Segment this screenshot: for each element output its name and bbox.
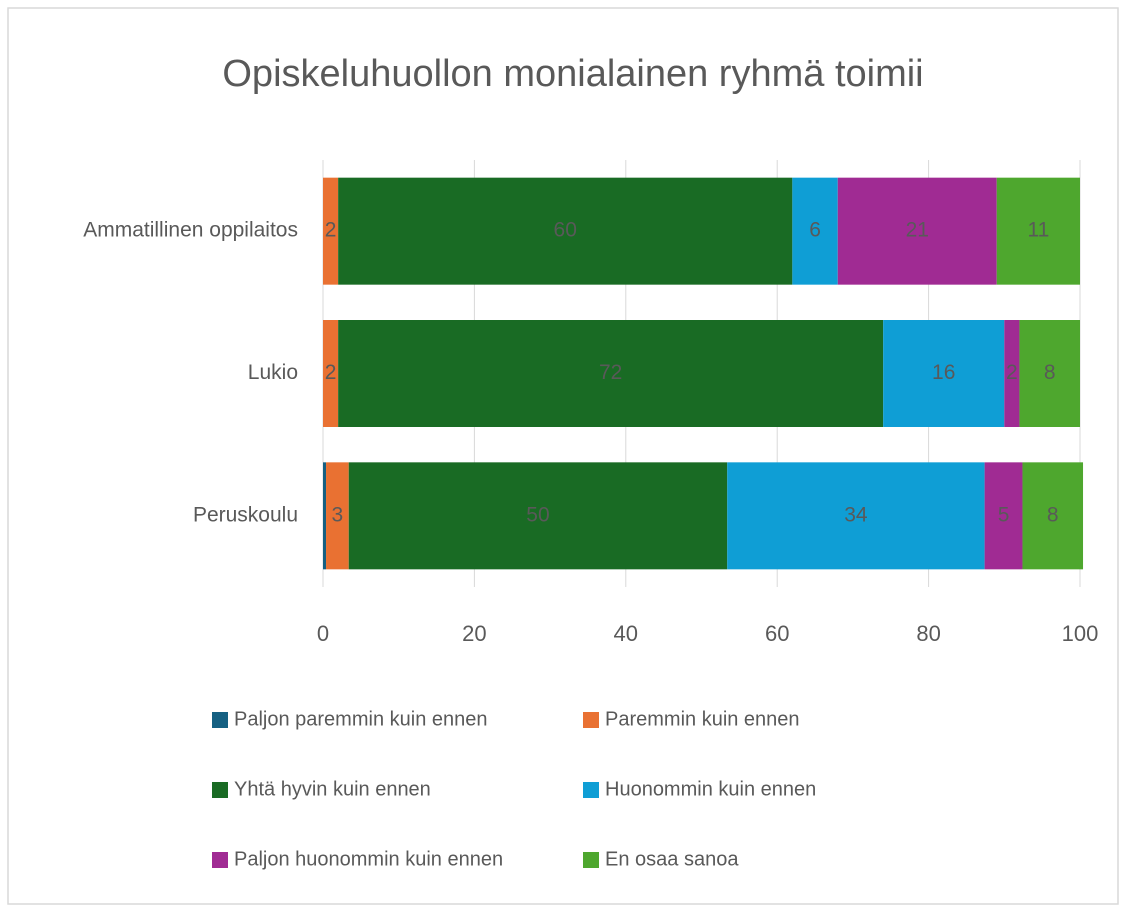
chart-frame	[7, 7, 1119, 905]
x-tick-label: 20	[462, 621, 486, 646]
bar-segment	[996, 177, 1080, 285]
bar-segment	[326, 462, 349, 570]
x-tick-label: 80	[916, 621, 940, 646]
legend-swatch	[212, 712, 228, 728]
bar-segment	[1004, 320, 1020, 427]
x-tick-label: 60	[765, 621, 789, 646]
legend-label: Huonommin kuin ennen	[605, 778, 816, 800]
legend-swatch	[583, 852, 599, 868]
bar-segment	[837, 177, 997, 285]
bar-segment	[727, 462, 985, 570]
data-label: 34	[844, 503, 868, 526]
y-tick-label: Peruskoulu	[193, 503, 298, 526]
x-tick-label: 0	[317, 621, 329, 646]
legend-label: Yhtä hyvin kuin ennen	[234, 778, 431, 800]
bar-segment	[883, 320, 1005, 427]
bar-segment	[984, 462, 1023, 570]
bar-segment	[792, 177, 838, 285]
legend-label: Paremmin kuin ennen	[605, 708, 800, 730]
legend-label: Paljon huonommin kuin ennen	[234, 848, 503, 870]
bar-segment	[338, 320, 884, 427]
data-label: 21	[906, 219, 929, 242]
data-label: 2	[325, 361, 337, 384]
data-label: 5	[998, 503, 1010, 526]
x-tick-label: 40	[614, 621, 638, 646]
data-label: 11	[1027, 219, 1049, 242]
legend-swatch	[583, 782, 599, 798]
bar-segment	[323, 177, 339, 285]
data-label: 8	[1044, 361, 1056, 384]
data-label: 6	[809, 219, 821, 242]
chart-title: Opiskeluhuollon monialainen ryhmä toimii	[222, 53, 923, 95]
data-label: 72	[599, 361, 622, 384]
bar-segment	[348, 462, 728, 570]
data-label: 8	[1047, 503, 1059, 526]
y-tick-label: Lukio	[248, 361, 298, 384]
bar-segment	[338, 177, 793, 285]
bar-segment	[1022, 462, 1084, 570]
data-label: 3	[332, 503, 344, 526]
data-label: 60	[554, 219, 577, 242]
legend-swatch	[212, 782, 228, 798]
x-tick-label: 100	[1062, 621, 1099, 646]
data-label: 2	[1006, 361, 1018, 384]
legend-label: En osaa sanoa	[605, 848, 739, 870]
legend-label: Paljon paremmin kuin ennen	[234, 708, 488, 730]
data-label: 2	[325, 219, 337, 242]
data-label: 16	[932, 361, 955, 384]
data-label: 50	[526, 503, 549, 526]
y-tick-label: Ammatillinen oppilaitos	[83, 219, 298, 242]
bar-segment	[1019, 320, 1080, 427]
legend-swatch	[212, 852, 228, 868]
bar-segment	[323, 320, 339, 427]
bar-segment	[323, 462, 327, 570]
legend-swatch	[583, 712, 599, 728]
